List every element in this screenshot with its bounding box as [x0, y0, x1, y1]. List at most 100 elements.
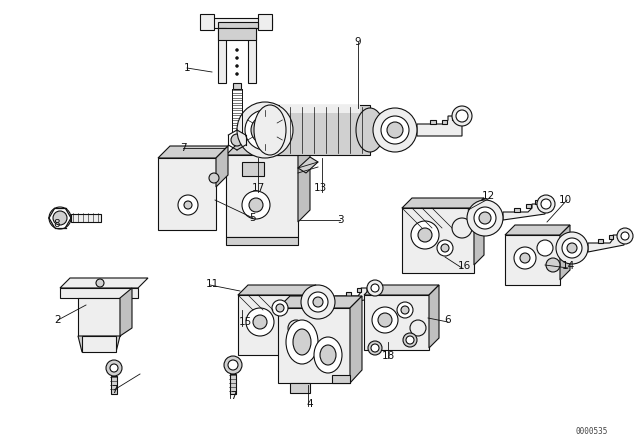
Text: 11: 11 — [205, 279, 219, 289]
Polygon shape — [238, 285, 316, 295]
Ellipse shape — [293, 329, 311, 355]
Circle shape — [308, 292, 328, 312]
Ellipse shape — [254, 105, 286, 155]
Polygon shape — [120, 288, 132, 336]
Circle shape — [259, 124, 271, 136]
Ellipse shape — [356, 108, 384, 152]
Bar — [232, 100, 242, 103]
Text: 7: 7 — [230, 391, 236, 401]
Polygon shape — [216, 146, 228, 187]
Circle shape — [313, 297, 323, 307]
Bar — [200, 14, 214, 30]
Bar — [111, 376, 117, 394]
Circle shape — [53, 211, 67, 225]
Circle shape — [368, 341, 382, 355]
Circle shape — [397, 302, 413, 318]
Bar — [248, 28, 256, 83]
Circle shape — [467, 200, 503, 236]
Bar — [238, 295, 306, 355]
Polygon shape — [503, 204, 545, 220]
Text: 13: 13 — [314, 183, 326, 193]
Text: 15: 15 — [238, 317, 252, 327]
Bar — [232, 120, 242, 123]
Bar — [442, 120, 447, 124]
Bar — [230, 374, 236, 394]
Circle shape — [437, 240, 453, 256]
Circle shape — [246, 308, 274, 336]
Polygon shape — [417, 116, 462, 136]
Circle shape — [514, 247, 536, 269]
Circle shape — [371, 344, 379, 352]
Circle shape — [452, 218, 472, 238]
Ellipse shape — [314, 337, 342, 373]
Bar — [71, 214, 101, 222]
Text: 1: 1 — [184, 63, 190, 73]
Circle shape — [236, 56, 239, 60]
Circle shape — [372, 307, 398, 333]
Bar — [280, 105, 360, 113]
Circle shape — [276, 304, 284, 312]
Circle shape — [110, 364, 118, 372]
Circle shape — [403, 333, 417, 347]
Circle shape — [520, 253, 530, 263]
Circle shape — [237, 102, 293, 158]
Bar — [232, 110, 242, 113]
Text: 9: 9 — [355, 37, 362, 47]
Circle shape — [381, 116, 409, 144]
Circle shape — [367, 280, 383, 296]
Polygon shape — [226, 237, 298, 245]
Polygon shape — [298, 157, 318, 173]
Circle shape — [452, 106, 472, 126]
Polygon shape — [364, 285, 439, 295]
Text: 17: 17 — [252, 183, 264, 193]
Circle shape — [371, 284, 379, 292]
Circle shape — [242, 191, 270, 219]
Bar — [242, 162, 264, 176]
Text: 12: 12 — [481, 191, 495, 201]
Bar — [226, 155, 298, 237]
Polygon shape — [429, 285, 439, 348]
Text: 6: 6 — [445, 315, 451, 325]
Bar — [233, 83, 241, 89]
Circle shape — [178, 195, 198, 215]
Circle shape — [546, 258, 560, 272]
Bar — [535, 200, 539, 204]
Bar — [598, 239, 603, 243]
Circle shape — [272, 300, 288, 316]
Text: 16: 16 — [458, 261, 470, 271]
Text: 5: 5 — [250, 213, 256, 223]
Circle shape — [537, 240, 553, 256]
Bar — [364, 295, 429, 350]
Circle shape — [249, 198, 263, 212]
Circle shape — [209, 173, 219, 183]
Circle shape — [401, 306, 409, 314]
Circle shape — [387, 122, 403, 138]
Polygon shape — [350, 296, 362, 383]
Circle shape — [567, 243, 577, 253]
Circle shape — [236, 48, 239, 52]
Circle shape — [410, 320, 426, 336]
Bar — [60, 288, 138, 298]
Polygon shape — [158, 146, 228, 158]
Bar — [514, 208, 520, 212]
Circle shape — [236, 73, 239, 76]
Circle shape — [228, 360, 238, 370]
Circle shape — [253, 315, 267, 329]
Polygon shape — [306, 285, 316, 348]
Text: 18: 18 — [381, 351, 395, 361]
Polygon shape — [474, 198, 484, 265]
Circle shape — [479, 212, 491, 224]
Bar — [609, 235, 613, 239]
Circle shape — [406, 336, 414, 344]
Circle shape — [224, 356, 242, 374]
Bar — [270, 105, 370, 155]
Text: 14: 14 — [561, 261, 575, 271]
Polygon shape — [60, 278, 148, 288]
Text: 3: 3 — [337, 215, 343, 225]
Bar — [430, 120, 436, 124]
Bar — [218, 28, 256, 40]
Circle shape — [378, 313, 392, 327]
Polygon shape — [588, 235, 624, 252]
Circle shape — [288, 320, 304, 336]
Circle shape — [418, 228, 432, 242]
